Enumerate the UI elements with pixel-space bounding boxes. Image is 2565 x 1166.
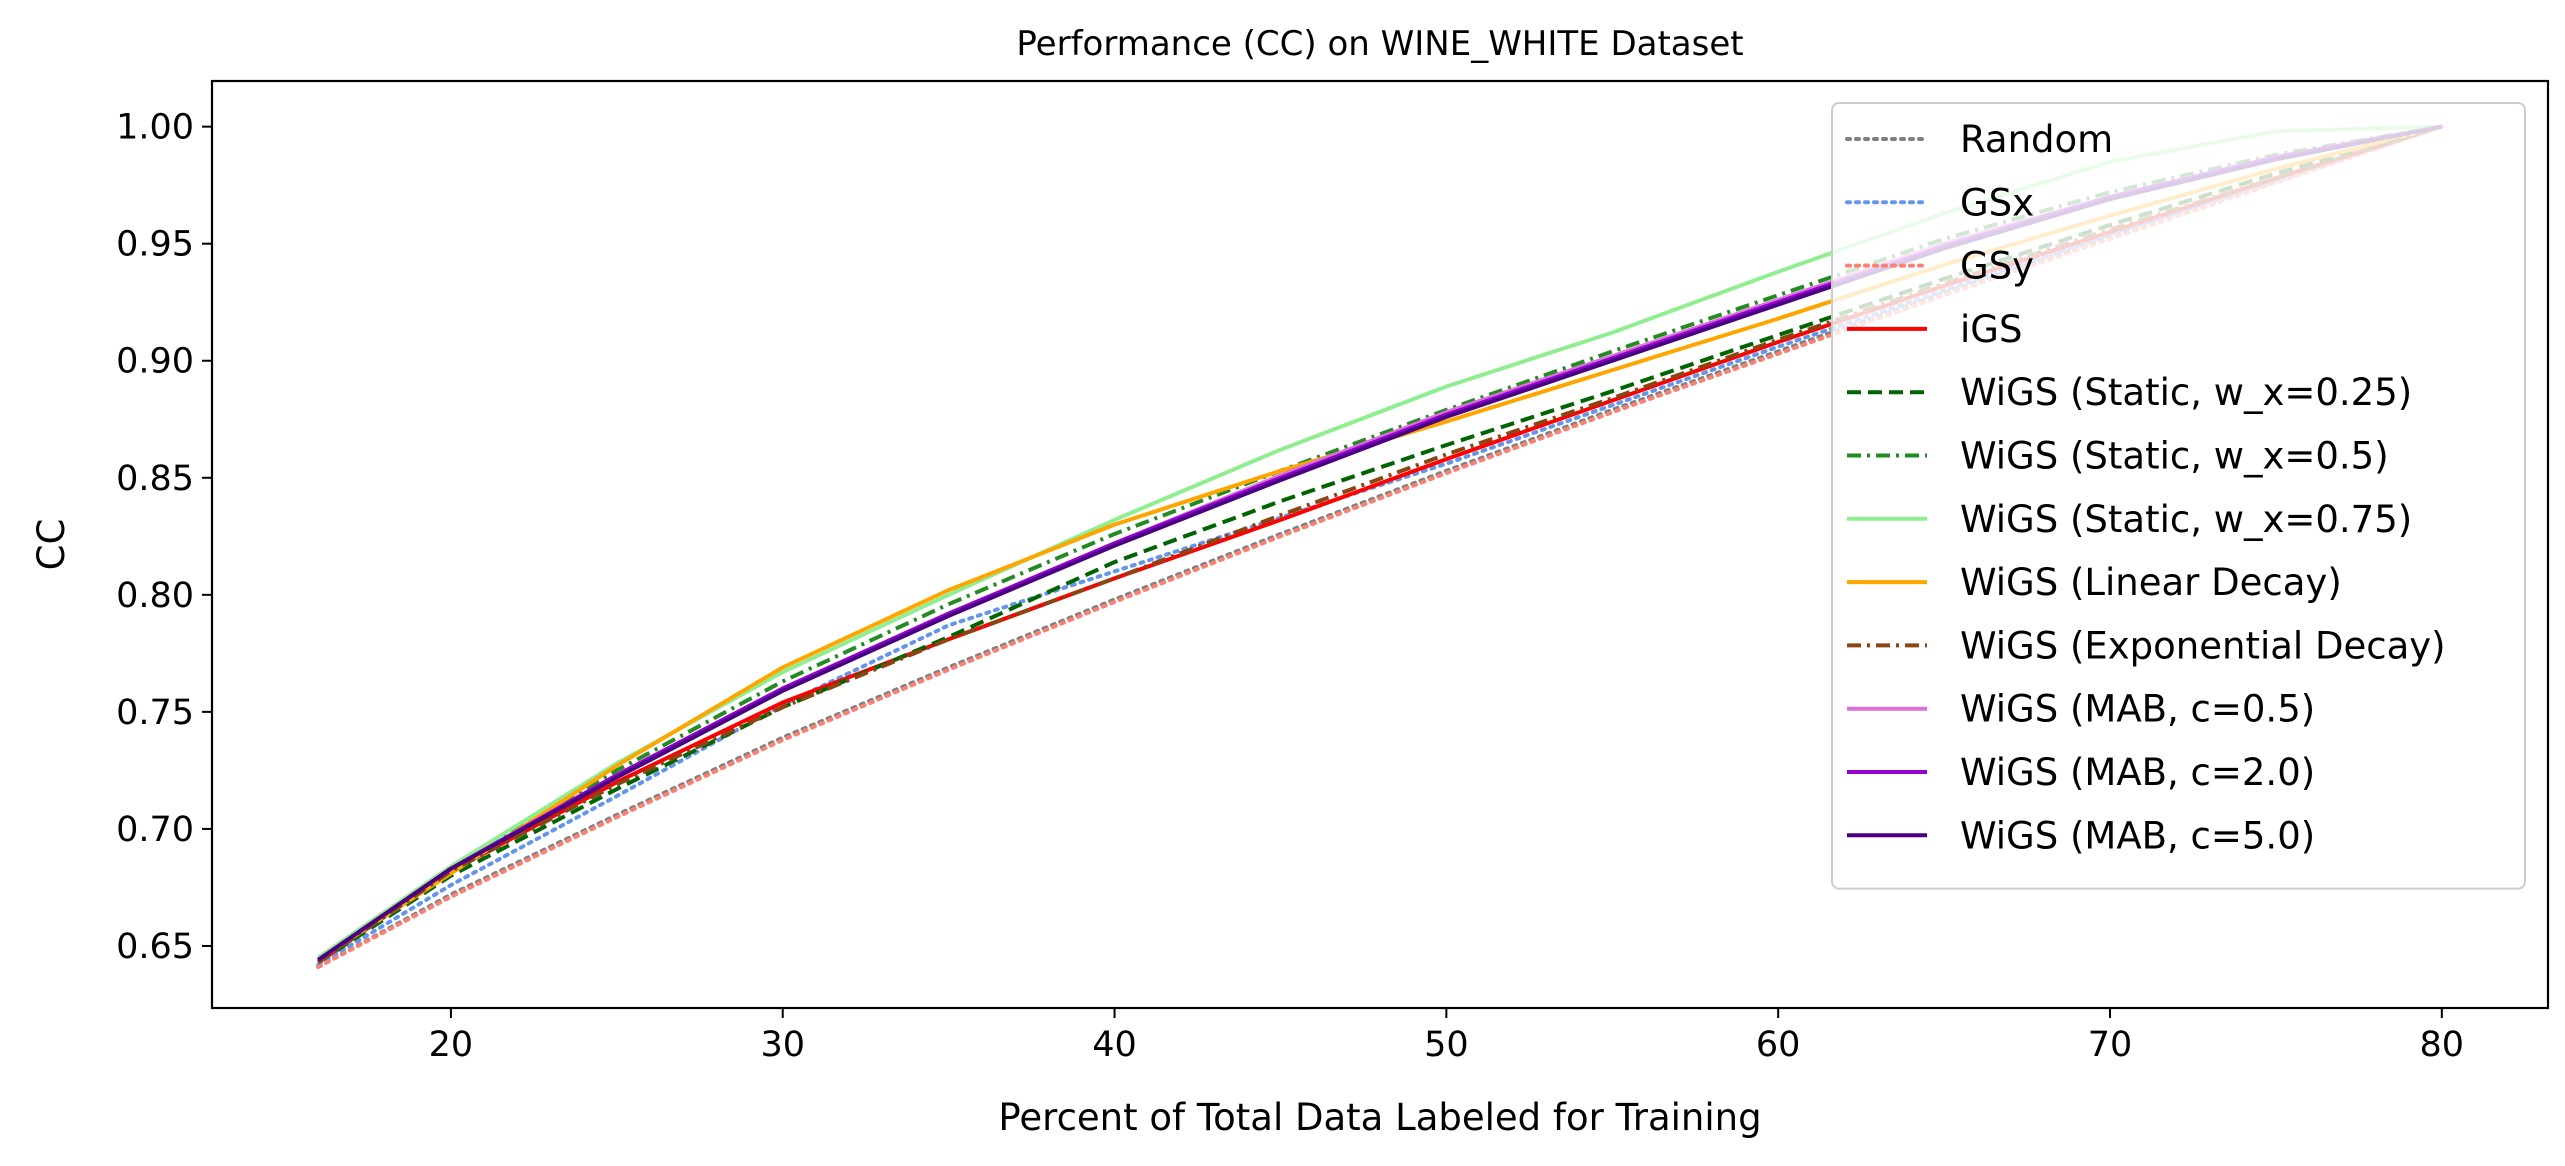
legend: Random GSx GSy iGS WiGS (Static, w_x=0.25) Wi…: [1831, 102, 2526, 890]
chart-title: Performance (CC) on WINE_WHITE Dataset: [1016, 24, 1743, 64]
x-tick-label: 80: [2420, 1025, 2465, 1065]
legend-label: WiGS (Static, w_x=0.25): [1960, 371, 2412, 414]
legend-label: WiGS (Exponential Decay): [1960, 624, 2446, 667]
x-tick-label: 30: [760, 1025, 805, 1065]
legend-label: WiGS (Static, w_x=0.75): [1960, 498, 2412, 541]
x-tick-label: 60: [1756, 1025, 1801, 1065]
y-tick-label: 1.00: [116, 108, 194, 148]
x-axis: 20 30 40 50 60 70 80: [429, 1008, 2464, 1065]
y-axis-label: CC: [30, 519, 73, 571]
legend-label: WiGS (MAB, c=0.5): [1960, 688, 2315, 731]
legend-label: WiGS (MAB, c=5.0): [1960, 814, 2315, 857]
series-line-wigs-exponential-decay: [317, 124, 2443, 965]
legend-label: WiGS (MAB, c=2.0): [1960, 751, 2315, 794]
legend-label: iGS: [1960, 308, 2022, 351]
plot-frame: [210, 79, 2550, 1010]
legend-label: Random: [1960, 118, 2113, 161]
legend-box: [1831, 102, 2526, 890]
y-tick-label: 0.80: [116, 576, 194, 616]
legend-label: GSy: [1960, 245, 2034, 288]
y-tick-label: 0.90: [116, 342, 194, 382]
series-line-wigs-static-w-x-0-5: [317, 124, 2443, 962]
x-tick-label: 70: [2088, 1025, 2133, 1065]
y-tick-label: 0.95: [116, 225, 194, 265]
y-tick-label: 0.75: [116, 693, 194, 733]
x-tick-label: 20: [429, 1025, 474, 1065]
legend-label: GSx: [1960, 181, 2034, 224]
legend-label: WiGS (Static, w_x=0.5): [1960, 435, 2389, 478]
y-axis: 0.65 0.70 0.75 0.80 0.85 0.90 0.95 1.00: [116, 108, 212, 967]
y-tick-label: 0.65: [116, 927, 194, 967]
x-axis-label: Percent of Total Data Labeled for Traini…: [998, 1096, 1761, 1139]
y-tick-label: 0.85: [116, 459, 194, 499]
x-tick-label: 40: [1092, 1025, 1137, 1065]
x-tick-label: 50: [1424, 1025, 1469, 1065]
legend-label: WiGS (Linear Decay): [1960, 561, 2342, 604]
y-tick-label: 0.70: [116, 810, 194, 850]
